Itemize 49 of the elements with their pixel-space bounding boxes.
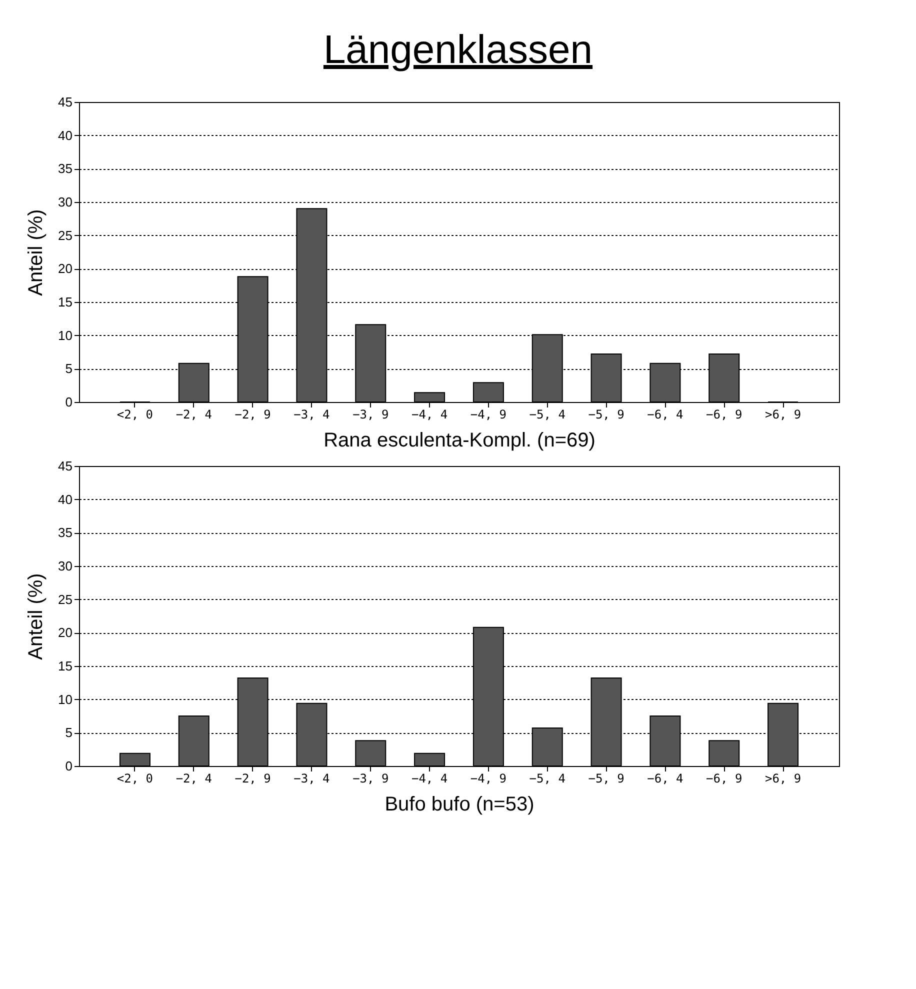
x-tick-label: −6, 9 <box>706 408 742 422</box>
x-tick-label: −3, 4 <box>294 772 330 786</box>
x-axis-title: Rana esculenta-Kompl. (n=69) <box>324 430 596 452</box>
y-tick-label: 20 <box>58 261 72 276</box>
x-tick-label: −5, 9 <box>588 408 624 422</box>
chart-title: Längenklassen <box>322 28 594 73</box>
y-axis-title: Anteil (%) <box>25 573 48 660</box>
x-tick-label: −6, 4 <box>647 772 684 786</box>
x-tick-label: −5, 4 <box>529 408 566 422</box>
y-tick-label: 45 <box>58 94 72 110</box>
y-tick-label: 10 <box>58 692 72 707</box>
y-tick-label: 5 <box>65 361 72 376</box>
y-tick-label: 30 <box>58 558 72 574</box>
y-tick-label: 15 <box>58 294 72 310</box>
y-tick-label: 35 <box>58 525 72 540</box>
x-tick-label: −4, 4 <box>411 408 448 422</box>
y-tick-label: 20 <box>58 625 72 640</box>
y-tick-label: 25 <box>58 228 72 243</box>
y-tick-label: 5 <box>65 725 72 740</box>
x-tick-label: −3, 9 <box>352 408 389 422</box>
y-tick-label: 35 <box>58 161 72 176</box>
y-tick-label: 40 <box>58 492 72 507</box>
x-tick-label: −3, 4 <box>294 408 330 422</box>
x-tick-label: −6, 9 <box>706 772 742 786</box>
x-tick-label: −6, 4 <box>647 408 684 422</box>
x-tick-label: −2, 9 <box>234 408 271 422</box>
x-tick-label: −3, 9 <box>352 772 389 786</box>
y-tick-label: 30 <box>58 194 72 210</box>
x-tick-label: −2, 4 <box>176 408 212 422</box>
x-tick-label: <2, 0 <box>116 408 154 422</box>
y-tick-label: 0 <box>65 394 72 410</box>
x-tick-label: −4, 9 <box>470 408 507 422</box>
x-axis-title: Bufo bufo (n=53) <box>384 794 534 816</box>
x-tick-label: −4, 4 <box>411 772 448 786</box>
y-tick-label: 15 <box>58 658 72 674</box>
y-axis-title: Anteil (%) <box>25 209 48 296</box>
x-tick-label: >6, 9 <box>764 772 802 786</box>
y-tick-label: 40 <box>58 128 72 143</box>
y-tick-label: 25 <box>58 592 72 607</box>
x-tick-label: <2, 0 <box>116 772 154 786</box>
y-tick-label: 10 <box>58 328 72 343</box>
x-tick-label: −2, 4 <box>176 772 212 786</box>
y-tick-label: 0 <box>65 758 72 774</box>
x-tick-label: −5, 9 <box>588 772 624 786</box>
x-tick-label: >6, 9 <box>764 408 802 422</box>
x-tick-label: −4, 9 <box>470 772 507 786</box>
y-tick-label: 45 <box>58 458 72 474</box>
x-tick-label: −2, 9 <box>234 772 271 786</box>
x-tick-label: −5, 4 <box>529 772 566 786</box>
